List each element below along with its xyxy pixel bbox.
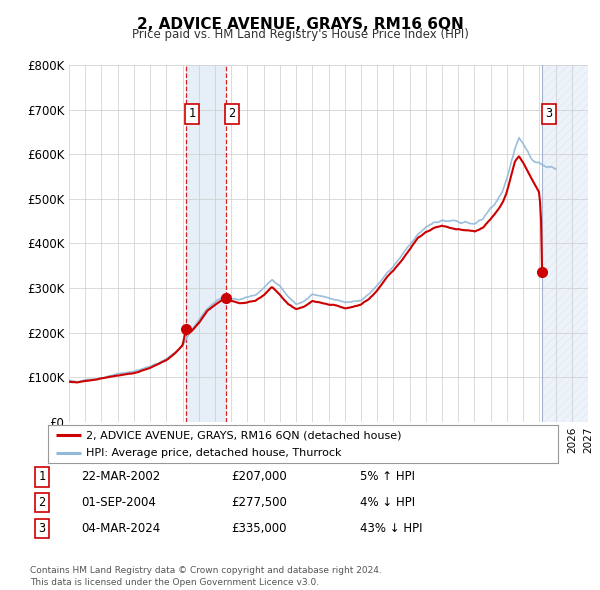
Text: 4% ↓ HPI: 4% ↓ HPI [360, 496, 415, 509]
Text: 43% ↓ HPI: 43% ↓ HPI [360, 522, 422, 535]
Text: 22-MAR-2002: 22-MAR-2002 [81, 470, 160, 483]
Text: 3: 3 [545, 107, 553, 120]
Text: HPI: Average price, detached house, Thurrock: HPI: Average price, detached house, Thur… [86, 448, 342, 458]
Text: 1: 1 [188, 107, 196, 120]
Text: 2, ADVICE AVENUE, GRAYS, RM16 6QN: 2, ADVICE AVENUE, GRAYS, RM16 6QN [137, 17, 463, 31]
Text: Price paid vs. HM Land Registry's House Price Index (HPI): Price paid vs. HM Land Registry's House … [131, 28, 469, 41]
Text: 2: 2 [228, 107, 235, 120]
Text: 01-SEP-2004: 01-SEP-2004 [81, 496, 156, 509]
Text: 1: 1 [38, 470, 46, 483]
Text: 2, ADVICE AVENUE, GRAYS, RM16 6QN (detached house): 2, ADVICE AVENUE, GRAYS, RM16 6QN (detac… [86, 430, 402, 440]
Bar [186, 65, 226, 422]
Text: £277,500: £277,500 [231, 496, 287, 509]
Text: Contains HM Land Registry data © Crown copyright and database right 2024.
This d: Contains HM Land Registry data © Crown c… [30, 566, 382, 587]
Text: £207,000: £207,000 [231, 470, 287, 483]
Text: 2: 2 [38, 496, 46, 509]
Bar [542, 65, 588, 422]
Text: 5% ↑ HPI: 5% ↑ HPI [360, 470, 415, 483]
Text: £335,000: £335,000 [231, 522, 287, 535]
Text: 3: 3 [38, 522, 46, 535]
Text: 04-MAR-2024: 04-MAR-2024 [81, 522, 160, 535]
